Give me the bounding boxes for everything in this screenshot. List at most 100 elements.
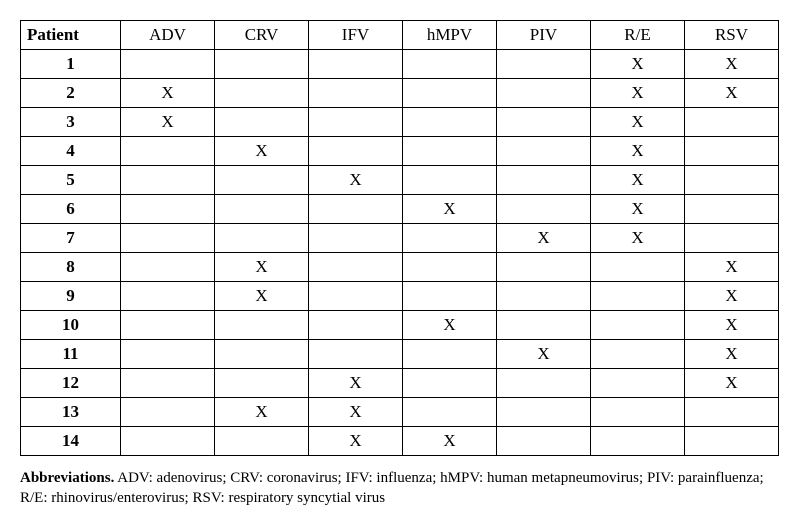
data-cell: [309, 340, 403, 369]
data-cell: [403, 108, 497, 137]
table-row: 2XXX: [21, 79, 779, 108]
table-row: 8XX: [21, 253, 779, 282]
data-cell: [215, 427, 309, 456]
data-cell: X: [215, 253, 309, 282]
data-cell: [121, 224, 215, 253]
data-cell: [591, 311, 685, 340]
patient-cell: 7: [21, 224, 121, 253]
data-cell: [403, 224, 497, 253]
patient-cell: 2: [21, 79, 121, 108]
data-cell: [591, 282, 685, 311]
header-rsv: RSV: [685, 21, 779, 50]
data-cell: [121, 195, 215, 224]
data-cell: X: [215, 282, 309, 311]
data-cell: X: [403, 427, 497, 456]
data-cell: [685, 195, 779, 224]
data-cell: [403, 340, 497, 369]
data-cell: [403, 282, 497, 311]
data-cell: X: [309, 369, 403, 398]
data-cell: [121, 253, 215, 282]
data-cell: [497, 282, 591, 311]
table-body: 1XX2XXX3XX4XX5XX6XX7XX8XX9XX10XX11XX12XX…: [21, 50, 779, 456]
data-cell: X: [685, 311, 779, 340]
table-row: 5 X X: [21, 166, 779, 195]
data-cell: X: [215, 398, 309, 427]
data-cell: [121, 398, 215, 427]
data-cell: [121, 369, 215, 398]
patient-cell: 5: [21, 166, 121, 195]
data-cell: [497, 311, 591, 340]
table-row: 4 X X: [21, 137, 779, 166]
data-cell: [121, 311, 215, 340]
data-cell: [403, 398, 497, 427]
data-cell: [215, 50, 309, 79]
data-cell: X: [121, 79, 215, 108]
data-cell: [497, 369, 591, 398]
data-cell: X: [121, 108, 215, 137]
data-cell: X: [403, 311, 497, 340]
data-cell: [685, 398, 779, 427]
data-cell: [591, 253, 685, 282]
patient-cell: 13: [21, 398, 121, 427]
data-cell: [403, 253, 497, 282]
table-row: 10XX: [21, 311, 779, 340]
table-row: 11XX: [21, 340, 779, 369]
patient-cell: 14: [21, 427, 121, 456]
data-cell: [685, 108, 779, 137]
data-cell: [215, 195, 309, 224]
table-row: 3XX: [21, 108, 779, 137]
data-cell: [497, 253, 591, 282]
header-hmpv: hMPV: [403, 21, 497, 50]
data-cell: [591, 340, 685, 369]
data-cell: [497, 166, 591, 195]
data-cell: [309, 79, 403, 108]
data-cell: [309, 311, 403, 340]
data-cell: [215, 340, 309, 369]
data-cell: X: [215, 137, 309, 166]
table-row: 6XX: [21, 195, 779, 224]
data-cell: [685, 166, 779, 195]
data-cell: X: [591, 79, 685, 108]
data-cell: [591, 427, 685, 456]
data-cell: [309, 50, 403, 79]
data-cell: [497, 108, 591, 137]
virus-table: Patient ADV CRV IFV hMPV PIV R/E RSV 1XX…: [20, 20, 779, 456]
patient-cell: 4: [21, 137, 121, 166]
data-cell: [215, 311, 309, 340]
header-adv: ADV: [121, 21, 215, 50]
data-cell: X: [309, 166, 403, 195]
data-cell: [215, 108, 309, 137]
data-cell: X: [685, 340, 779, 369]
table-row: 13XX: [21, 398, 779, 427]
data-cell: X: [685, 253, 779, 282]
data-cell: [215, 369, 309, 398]
header-re: R/E: [591, 21, 685, 50]
data-cell: [309, 108, 403, 137]
data-cell: X: [591, 108, 685, 137]
data-cell: X: [685, 79, 779, 108]
data-cell: [121, 282, 215, 311]
data-cell: [121, 427, 215, 456]
patient-cell: 1: [21, 50, 121, 79]
data-cell: [403, 50, 497, 79]
table-row: 7 XX: [21, 224, 779, 253]
data-cell: [309, 224, 403, 253]
header-ifv: IFV: [309, 21, 403, 50]
data-cell: X: [497, 224, 591, 253]
footnote-label: Abbreviations.: [20, 470, 114, 486]
patient-cell: 6: [21, 195, 121, 224]
data-cell: [497, 50, 591, 79]
footnote: Abbreviations. ADV: adenovirus; CRV: cor…: [20, 468, 778, 509]
data-cell: [215, 224, 309, 253]
data-cell: [497, 195, 591, 224]
data-cell: X: [591, 166, 685, 195]
data-cell: [121, 166, 215, 195]
data-cell: [497, 427, 591, 456]
table-row: 1XX: [21, 50, 779, 79]
data-cell: [497, 79, 591, 108]
data-cell: X: [591, 224, 685, 253]
table-row: 9XX: [21, 282, 779, 311]
data-cell: [121, 137, 215, 166]
data-cell: [591, 369, 685, 398]
data-cell: X: [591, 137, 685, 166]
